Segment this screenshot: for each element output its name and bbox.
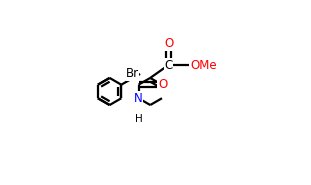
- Text: C: C: [165, 58, 173, 72]
- Text: O: O: [158, 78, 167, 91]
- Text: O: O: [164, 37, 173, 50]
- Text: OMe: OMe: [191, 58, 217, 72]
- Text: Br: Br: [126, 67, 139, 80]
- Text: H: H: [135, 114, 142, 124]
- Text: N: N: [134, 92, 143, 105]
- Text: N: N: [158, 78, 166, 91]
